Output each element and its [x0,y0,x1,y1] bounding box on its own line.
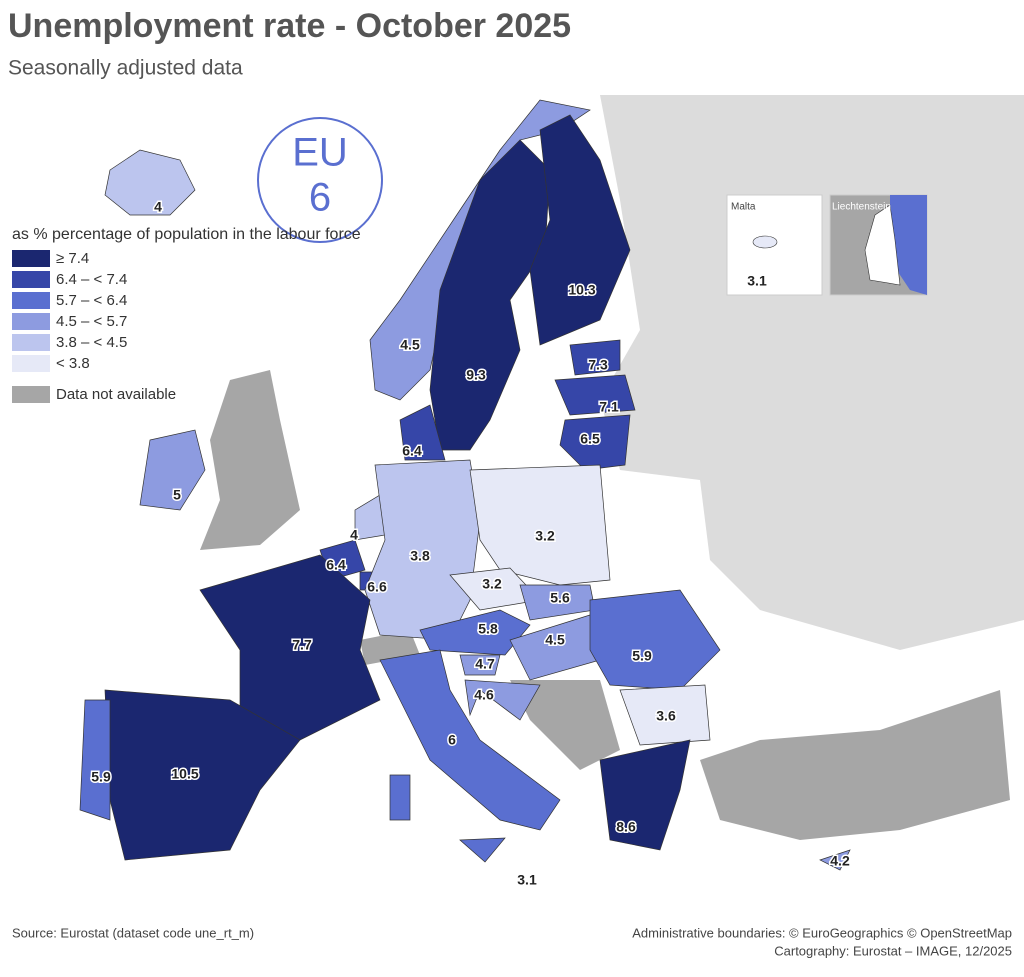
country [459,654,501,676]
legend-swatch [12,386,50,403]
legend-swatch [12,292,50,309]
value-label: 3.6 [656,708,676,724]
country [199,554,381,741]
country [429,139,551,451]
legend-swatch [12,355,50,372]
inset-label: Liechtenstein [832,202,891,213]
credit: Cartography: Eurostat – IMAGE, 12/2025 [774,943,1012,958]
title: Unemployment rate - October 2025 [8,7,571,45]
value-label: 5.9 [91,769,111,785]
value-label: 9.3 [466,367,486,383]
value-label: 5 [173,487,181,503]
insets: Malta Liechtenstein [726,194,928,296]
value-label: 7.1 [599,399,619,415]
country [399,404,446,461]
country [529,114,631,346]
legend-label: Data not available [56,386,176,403]
eu-badge [257,117,383,243]
legend-title: as % percentage of population in the lab… [12,226,361,243]
value-label: 4 [350,527,358,543]
country [379,649,561,831]
country [569,339,621,376]
subtitle: Seasonally adjusted data [8,57,243,80]
non-eu-land [510,680,620,770]
country [369,99,591,401]
country [389,774,411,821]
country [459,837,506,863]
value-label: 4 [154,199,162,215]
legend-label: < 3.8 [56,355,90,372]
value-label: 6 [448,732,456,748]
legend-label: 4.5 – < 5.7 [56,313,127,330]
legend-label: 6.4 – < 7.4 [56,271,127,288]
value-label: 6.4 [326,557,346,573]
country [464,679,541,721]
value-label: 10.3 [568,282,595,298]
country [139,429,206,511]
country [619,684,711,746]
value-label: 10.5 [171,766,198,782]
value-label: 3.2 [482,576,502,592]
country [589,589,721,691]
legend-swatch [12,250,50,267]
legend-label: 3.8 – < 4.5 [56,334,127,351]
value-label: 4.2 [830,853,850,869]
value-label: 3.2 [535,528,555,544]
value-label: 5.6 [550,590,570,606]
inset-country [752,235,778,249]
value-label: 7.7 [292,637,312,653]
value-label: 3.1 [517,872,537,888]
country [469,464,611,586]
non-eu-land [600,95,1024,650]
legend: ≥ 7.4 6.4 – < 7.4 5.7 – < 6.4 4.5 – < 5.7 3.… [12,250,176,403]
country [104,149,196,216]
value-labels: 44.59.310.37.37.16.56.4546.46.63.83.23.2… [90,197,852,889]
country [819,849,851,871]
legend-label: ≥ 7.4 [56,250,89,267]
eu-badge-value: 6 [309,176,331,220]
value-label: 4.5 [545,632,565,648]
inset-label: Malta [731,202,756,213]
value-label: 3.8 [410,548,430,564]
value-label: 7.3 [588,357,608,373]
legend-swatch [12,334,50,351]
inset-country [890,195,927,295]
value-label: 4.6 [474,687,494,703]
non-eu-land [200,370,300,550]
country [79,699,111,821]
value-label: 6.4 [402,443,422,459]
value-label: 8.6 [616,819,636,835]
value-label: 5.8 [478,621,498,637]
inset-country [864,204,901,286]
credit: Administrative boundaries: © EuroGeograp… [632,925,1012,940]
legend-swatch [12,271,50,288]
country [104,689,301,861]
country [599,739,691,851]
country [559,414,631,471]
value-label: 3.1 [747,273,767,289]
country [554,374,636,416]
value-label: 4.5 [400,337,420,353]
legend-label: 5.7 – < 6.4 [56,292,127,309]
value-label: 4.7 [475,656,495,672]
non-eu-land [700,690,1010,840]
source: Source: Eurostat (dataset code une_rt_m) [12,925,254,940]
value-label: 6.6 [367,579,387,595]
value-label: 5.9 [632,648,652,664]
eu-badge-label: EU [292,131,348,175]
value-label: 6.5 [580,431,600,447]
legend-swatch [12,313,50,330]
